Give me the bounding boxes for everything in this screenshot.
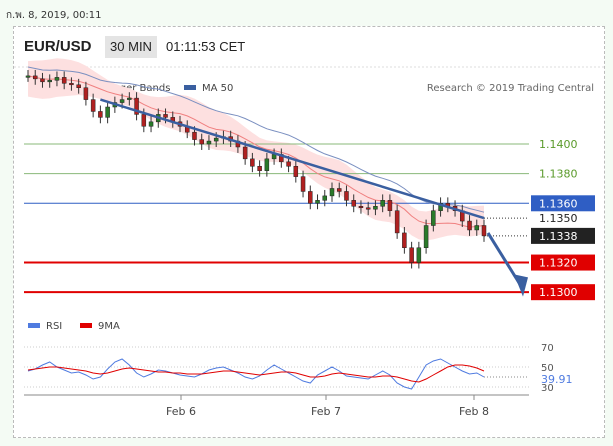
level-label: 1.1320 [539,257,578,270]
candle-body [474,225,480,231]
candle-body [380,200,385,207]
timeframe-badge[interactable] [105,36,157,58]
candle-body [61,77,67,84]
candle-body [134,97,139,115]
ma50-legend-swatch [184,85,196,90]
candle-body [322,195,328,201]
candle-body [329,188,335,197]
ma9-legend-swatch [80,323,92,328]
candle-body [141,114,147,127]
candle-body [213,137,219,142]
candle-body [32,75,38,80]
level-label-bg [531,284,595,301]
candle-body [40,78,45,83]
candle-body [47,80,52,83]
candle-body [206,140,212,145]
candle-body [423,225,429,248]
candle-body [69,83,74,86]
forecast-arrowhead [514,274,528,297]
candle-body [358,206,364,209]
level-label: 1.1400 [539,138,578,151]
candle-body [315,200,320,204]
level-label: 1.1338 [539,230,578,243]
level-label-bg [531,227,595,244]
candle-body [431,210,436,226]
candle-body [76,84,81,88]
pair-label: EUR/USD [24,38,92,55]
candle-body [148,121,154,127]
candle-body [438,203,443,211]
candle-body [25,75,31,78]
chart-svg: EUR/USD 30 MIN 01:11:53 CET MA 20 + Boll… [14,36,604,418]
bollinger-band-area [28,58,484,241]
candle-body [308,191,313,204]
candle-body [119,99,125,103]
candle-body [336,188,342,192]
x-axis: Feb 6 Feb 7 Feb 8 [166,395,489,418]
candle-body [300,176,306,192]
candle-body [90,99,96,112]
candle-body [105,106,110,118]
x-tick-label: Feb 7 [311,405,341,418]
candle-body [199,139,204,145]
candle-body [293,166,299,177]
candle-body [192,131,197,140]
candle-body [351,200,356,207]
rsi-current-label: 39.91 [541,373,573,386]
ma50-line [27,66,485,213]
candle-body [98,111,103,118]
candle-body [481,225,487,237]
candle-body [257,166,262,171]
candle-body [416,247,422,263]
candle-body [271,154,277,160]
candle-body [365,207,371,210]
level-label-bg [531,254,595,271]
chart-panel: EUR/USD 30 MIN 01:11:53 CET MA 20 + Boll… [13,26,605,438]
candle-body [242,146,248,160]
candle-body [394,210,400,234]
candle-body [387,200,393,211]
rsi-tick-label: 50 [541,363,554,374]
rsi-tick-label: 70 [541,343,554,354]
credit-label: Research © 2019 Trading Central [427,83,594,94]
x-tick-label: Feb 6 [166,405,196,418]
candle-body [402,232,407,248]
candle-body [373,206,378,210]
candle-body [409,247,414,263]
candle-body [286,161,291,167]
level-label: 1.1300 [539,286,578,299]
rsi-legend-label: RSI [46,321,62,332]
ma20-line [27,75,485,228]
candle-body [127,97,132,100]
level-label: 1.1380 [539,168,578,181]
candle-body [264,158,270,171]
candle-body [344,191,349,201]
ma9-line [27,364,485,383]
candle-body [83,87,89,100]
rsi-tick-label: 30 [541,383,554,394]
rsi-legend-swatch [28,323,40,328]
trend-line [100,98,485,220]
level-label: 1.1350 [539,212,578,225]
candle-body [54,77,60,81]
ma50-legend-label: MA 50 [202,83,233,94]
time-label: 01:11:53 CET [166,39,245,54]
timeframe-label: 30 MIN [110,39,152,54]
price-plot: 1.1400 1.1380 1.1360 1.1350 1.1338 1.1320 1.13… [24,58,595,301]
candle-body [467,220,472,231]
candle-body [250,158,255,167]
level-label-bg [531,195,595,212]
timestamp: ก.พ. 8, 2019, 00:11 [6,10,102,21]
level-label: 1.1360 [539,197,578,210]
candle-body [163,114,168,118]
ma9-legend-label: 9MA [98,321,120,332]
x-tick-label: Feb 8 [459,405,489,418]
